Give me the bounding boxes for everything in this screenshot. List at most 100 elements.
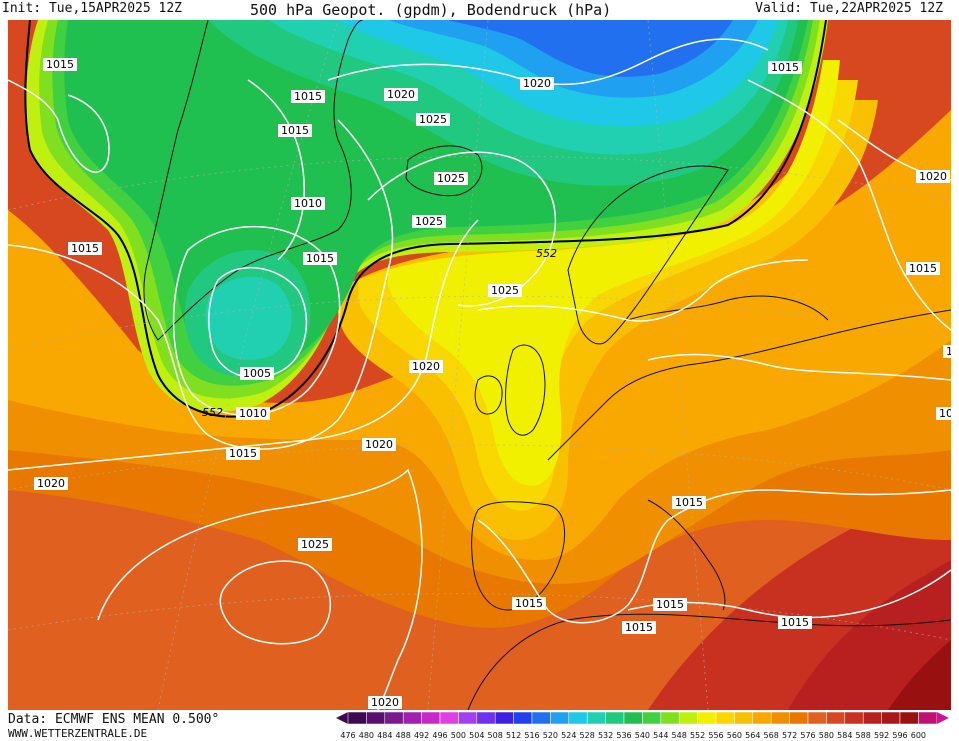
isobar-label: 1025	[412, 215, 446, 228]
scale-swatch	[881, 712, 901, 725]
scale-swatch	[476, 712, 496, 725]
isobar-label: 1025	[434, 172, 468, 185]
isobar-1025-hi	[219, 560, 332, 645]
scale-swatch	[402, 712, 422, 725]
isobar-label: 1010	[291, 197, 325, 210]
scale-label: 580	[819, 731, 834, 740]
scale-label: 544	[653, 731, 668, 740]
scale-label: 528	[580, 731, 595, 740]
isobar-label: 1015	[653, 598, 687, 611]
isobar-label-text: 1015	[515, 597, 543, 610]
valid-time: Valid: Tue,22APR2025 12Z	[755, 1, 943, 16]
scale-label: 512	[506, 731, 521, 740]
scale-swatch	[752, 712, 772, 725]
isobar-label-text: 1020	[919, 170, 947, 183]
scale-label: 536	[616, 731, 631, 740]
scale-label: 556	[708, 731, 723, 740]
isobar-1010	[172, 225, 341, 416]
isobar-label-bg	[778, 616, 812, 629]
scale-swatch	[642, 712, 662, 725]
scale-label: 548	[672, 731, 687, 740]
scale-swatch	[439, 712, 459, 725]
contour-552-labels: 552 552	[202, 247, 557, 419]
isobar-label-text: 1015	[294, 90, 322, 103]
isobar-label-text: 101	[939, 407, 951, 420]
scale-swatch	[789, 712, 809, 725]
isobar-label: 1015	[291, 90, 325, 103]
isobar-label: 1015	[226, 447, 260, 460]
color-scale-legend: 476 480 484 488 492 496 500 504 508 512 516 520 524 5…	[336, 712, 949, 740]
scale-label: 484	[377, 731, 392, 740]
isobar-label-bg	[520, 77, 554, 90]
isobar-label-text: 1025	[301, 538, 329, 551]
isobar-label-text: 1020	[371, 696, 399, 709]
isobar-label-text: 1020	[412, 360, 440, 373]
scale-swatch	[550, 712, 570, 725]
isobar-label: 1015	[672, 496, 706, 509]
isobar-label: 1015	[68, 242, 102, 255]
scale-label: 476	[340, 731, 355, 740]
isobar-label: 1020	[916, 170, 950, 183]
scale-swatch	[770, 712, 790, 725]
scale-label: 520	[543, 731, 558, 740]
isobar-label-text: 1015	[625, 621, 653, 634]
scale-label: 588	[856, 731, 871, 740]
isobar-label-bg	[291, 90, 325, 103]
isobar-label-bg	[622, 621, 656, 634]
isobar-1015-gl	[247, 79, 306, 261]
coast-north-africa	[467, 613, 951, 710]
coast-scandinavia	[567, 165, 729, 345]
isobar-label-text: 10	[946, 345, 951, 358]
isobar-label: 1015	[778, 616, 812, 629]
isobar-1015-w	[8, 119, 394, 450]
scale-label: 492	[414, 731, 429, 740]
isobar-label-text: 1025	[437, 172, 465, 185]
scale-swatch	[421, 712, 441, 725]
scale-label: 592	[874, 731, 889, 740]
scale-swatch	[697, 712, 717, 725]
isobar-label-text: 1015	[909, 262, 937, 275]
scale-label: 568	[764, 731, 779, 740]
isobar-label-bg	[240, 367, 274, 380]
isobar-label-bg	[416, 113, 450, 126]
isobar-label-bg	[412, 215, 446, 228]
isobar-label: 1020	[409, 360, 443, 373]
isobar-label-text: 1015	[771, 61, 799, 74]
init-time: Init: Tue,15APR2025 12Z	[2, 1, 183, 16]
scale-label: 576	[800, 731, 815, 740]
coast-iberia	[471, 501, 566, 611]
scale-label: 500	[451, 731, 466, 740]
isobar-label-bg	[409, 360, 443, 373]
scale-swatch	[918, 712, 938, 725]
scale-swatch	[660, 712, 680, 725]
isobar-label-bg	[488, 284, 522, 297]
isobar-1015-ne	[747, 79, 951, 331]
isobar-label-bg	[68, 242, 102, 255]
isobar-label-text: 1015	[656, 598, 684, 611]
field-576	[8, 140, 951, 584]
coast-europe	[547, 309, 951, 461]
isobars	[8, 38, 951, 710]
scale-swatch	[623, 712, 643, 725]
field-band-596	[888, 640, 951, 710]
isobar-1020-scand	[477, 259, 809, 322]
graticule	[8, 20, 951, 710]
contour-552	[24, 20, 827, 418]
scale-swatch	[366, 712, 386, 725]
isobar-label-bg	[512, 597, 546, 610]
isobar-label: 1020	[520, 77, 554, 90]
isobar-label: 1020	[362, 438, 396, 451]
coast-iceland	[405, 145, 483, 197]
isobar-label-bg	[362, 438, 396, 451]
scale-swatch	[568, 712, 588, 725]
isobar-1020-n	[327, 38, 769, 86]
isobar-1020-s	[97, 468, 423, 710]
isobar-label-bg	[278, 124, 312, 137]
coast-british-isles	[505, 344, 546, 436]
isobar-label: 1015	[906, 262, 940, 275]
isobar-label-text: 1020	[387, 88, 415, 101]
scale-swatch	[513, 712, 533, 725]
scale-label: 524	[561, 731, 576, 740]
